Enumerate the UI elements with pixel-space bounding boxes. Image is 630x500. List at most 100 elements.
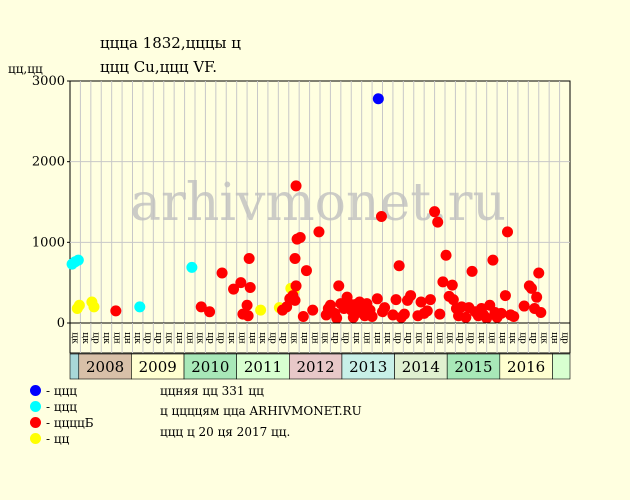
data-point: [460, 311, 472, 323]
year-cell: [499, 353, 553, 380]
legend-marker-2: [30, 417, 41, 428]
data-point: [424, 294, 436, 306]
year-label: 2015: [454, 358, 492, 376]
data-point: [243, 252, 255, 264]
year-cell: [236, 353, 290, 380]
column-label: цн: [372, 332, 382, 344]
column-label: цк: [445, 332, 455, 344]
data-point: [228, 283, 240, 295]
data-point: [110, 305, 122, 317]
legend-label-1: - ццц: [46, 400, 78, 414]
data-point: [331, 312, 343, 324]
year-label: 2011: [244, 358, 282, 376]
year-cell: [552, 353, 571, 380]
column-label: цк: [80, 332, 90, 344]
y-tick-label: 3000: [32, 74, 65, 89]
column-label: цр: [518, 332, 528, 344]
data-point: [300, 265, 312, 277]
chart-title-line2: ццц Cu,ццц VF.: [100, 58, 217, 76]
data-point: [533, 267, 545, 279]
legend-marker-1: [30, 401, 41, 412]
column-label: цн: [184, 332, 194, 344]
year-cell: [183, 353, 237, 380]
column-label: цн: [247, 332, 257, 344]
year-label: 2012: [297, 358, 335, 376]
data-point: [241, 299, 253, 311]
column-label: цн: [236, 332, 246, 344]
data-point: [531, 291, 543, 303]
column-label: цн: [122, 332, 132, 344]
year-label: 2008: [86, 358, 124, 376]
legend-marker-0: [30, 385, 41, 396]
legend-label-0: - ццц: [46, 384, 78, 398]
data-point: [366, 311, 378, 323]
data-point: [186, 261, 198, 273]
data-point: [393, 260, 405, 272]
year-cell: [78, 353, 132, 380]
data-point: [371, 293, 383, 305]
data-point: [73, 299, 85, 311]
column-label: цк: [538, 332, 548, 344]
column-label: цр: [559, 332, 569, 344]
data-point: [307, 304, 319, 316]
data-point: [375, 211, 387, 223]
column-label: цк: [195, 332, 205, 344]
column-label: цк: [132, 332, 142, 344]
column-label: цк: [413, 332, 423, 344]
column-label: цн: [299, 332, 309, 344]
column-label: цк: [101, 332, 111, 344]
column-label: цр: [341, 332, 351, 344]
year-cell: [394, 353, 448, 380]
column-label: цн: [361, 332, 371, 344]
column-label: цр: [143, 332, 153, 344]
data-point: [216, 267, 228, 279]
data-point: [235, 277, 247, 289]
data-point: [508, 311, 520, 323]
year-bar: 2008 2009 2010 2011 2012 2013 2014 2015 2016: [69, 353, 571, 380]
data-point: [294, 231, 306, 243]
data-point: [290, 180, 302, 192]
year-cell: [288, 353, 343, 380]
column-label: цн: [434, 332, 444, 344]
column-label: цр: [216, 332, 226, 344]
year-label: 2016: [507, 358, 545, 376]
y-tick-label: 0: [57, 316, 65, 331]
data-point: [432, 216, 444, 228]
data-point: [398, 308, 410, 320]
y-tick-label: 2000: [32, 155, 65, 170]
column-label: цк: [351, 332, 361, 344]
column-label: цк: [507, 332, 517, 344]
data-point: [379, 302, 391, 314]
watermark: arhivmonet.ru: [130, 173, 506, 233]
column-label: цк: [70, 332, 80, 344]
data-point: [242, 310, 254, 322]
data-point: [372, 93, 384, 105]
data-point: [290, 280, 302, 292]
data-point: [333, 280, 345, 292]
column-label: цк: [320, 332, 330, 344]
legend-label-2: - ццццБ: [46, 416, 94, 430]
year-label: 2010: [191, 358, 229, 376]
year-label: 2013: [349, 358, 387, 376]
column-label: цн: [424, 332, 434, 344]
data-point: [437, 276, 449, 288]
data-point: [289, 294, 301, 306]
column-label: цк: [382, 332, 392, 344]
data-point: [134, 301, 146, 313]
year-label: 2014: [402, 358, 440, 376]
data-point: [481, 312, 493, 324]
column-label: цр: [393, 332, 403, 344]
column-label: цр: [330, 332, 340, 344]
grid-lines: [70, 81, 570, 323]
year-cell: [131, 353, 185, 380]
column-label: цр: [528, 332, 538, 344]
y-tick-label: 1000: [32, 235, 65, 250]
data-point: [421, 305, 433, 317]
legend-label-3: - цц: [46, 432, 70, 446]
data-point: [72, 254, 84, 266]
info-line-0: ццняя цц 331 цц: [160, 384, 264, 398]
column-label: цк: [163, 332, 173, 344]
data-point: [440, 249, 452, 261]
column-label: цр: [466, 332, 476, 344]
